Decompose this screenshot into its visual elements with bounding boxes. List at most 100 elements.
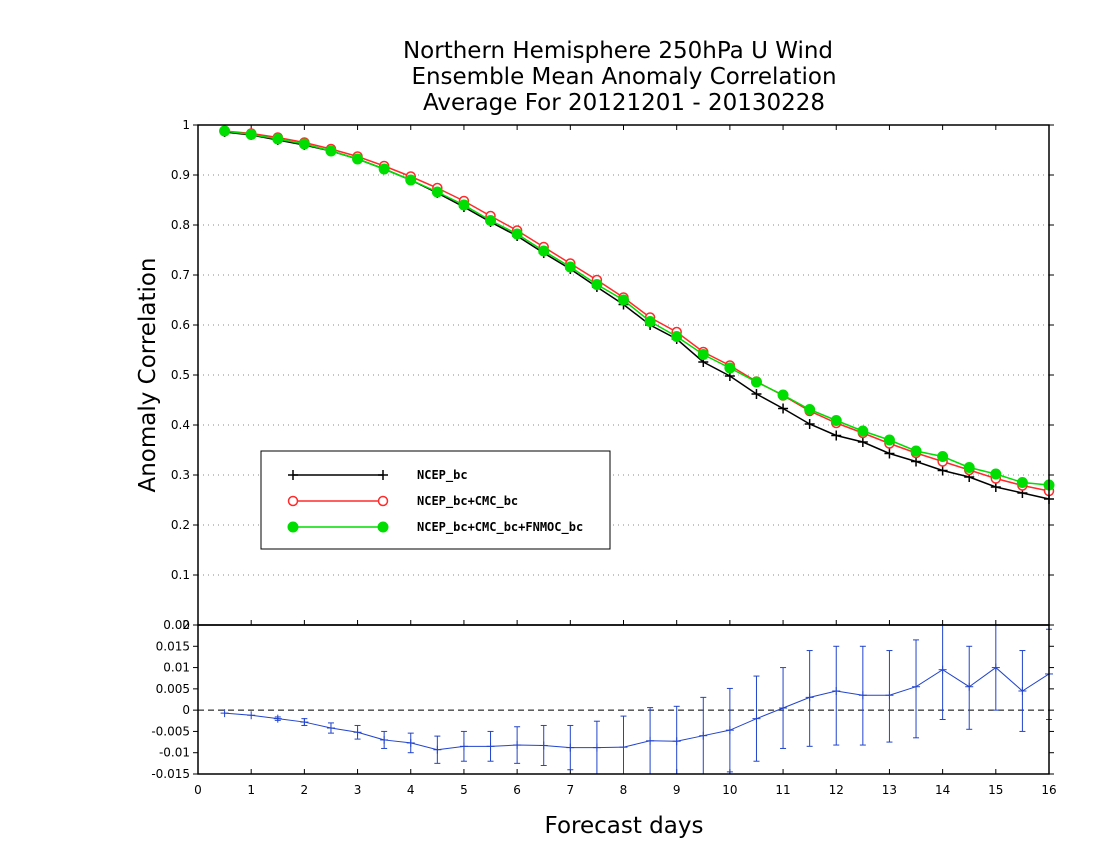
difference-point [779, 704, 788, 713]
upper-plot-series [219, 125, 1055, 504]
data-point-NCEP_bc+CMC_bc+FNMOC_bc [564, 261, 576, 273]
data-point-NCEP_bc [857, 437, 868, 447]
lower-y-tick-label: -0.005 [151, 724, 190, 738]
difference-point [991, 663, 1000, 672]
x-tick-label: 15 [988, 783, 1003, 797]
data-point-NCEP_bc+CMC_bc+FNMOC_bc [591, 279, 603, 290]
upper-y-tick-label: 0 [182, 618, 190, 632]
difference-point [858, 691, 867, 700]
x-tick-label: 9 [673, 783, 681, 797]
legend-marker-end-NCEP_bc [378, 470, 388, 480]
upper-y-tick-label: 1 [182, 118, 190, 132]
data-point-NCEP_bc+CMC_bc+FNMOC_bc [485, 215, 497, 226]
data-point-NCEP_bc+CMC_bc+FNMOC_bc [750, 376, 762, 388]
difference-point [672, 737, 681, 746]
x-tick-label: 7 [566, 783, 574, 797]
difference-point [592, 743, 601, 752]
difference-point [965, 682, 974, 691]
difference-point [353, 728, 362, 737]
data-point-NCEP_bc+CMC_bc+FNMOC_bc [511, 228, 523, 240]
upper-y-tick-label: 0.4 [171, 418, 190, 432]
legend: NCEP_bc NCEP_bc+CMC_bc NCEP_bc+CMC_bc+FNMO… [260, 450, 611, 550]
data-point-NCEP_bc+CMC_bc+FNMOC_bc [990, 468, 1002, 480]
difference-point [805, 693, 814, 702]
difference-line [224, 666, 1050, 751]
x-tick-label: 2 [301, 783, 309, 797]
difference-point [938, 665, 947, 674]
difference-point [912, 682, 921, 691]
x-tick-label: 14 [935, 783, 950, 797]
lower-y-tick-label: -0.01 [159, 746, 190, 760]
chart-title-line-3: Average For 20121201 - 20130228 [423, 90, 825, 116]
data-point-NCEP_bc+CMC_bc+FNMOC_bc [724, 362, 736, 374]
difference-point [566, 743, 575, 752]
upper-y-tick-label: 0.6 [171, 318, 190, 332]
difference-point [380, 735, 389, 744]
difference-point [619, 743, 628, 752]
lower-y-tick-label: 0.01 [163, 661, 190, 675]
data-point-NCEP_bc [937, 465, 948, 476]
difference-point [513, 741, 522, 750]
x-tick-label: 13 [882, 783, 897, 797]
y-axis-title: Anomaly Correlation [135, 257, 161, 492]
difference-point [1018, 686, 1027, 695]
plot-frames [197, 124, 1050, 775]
data-point-NCEP_bc+CMC_bc+FNMOC_bc [245, 129, 257, 140]
data-point-NCEP_bc+CMC_bc+FNMOC_bc [219, 125, 231, 137]
upper-y-tick-label: 0.9 [171, 168, 190, 182]
legend-label-NCEP_bc: NCEP_bc [417, 468, 468, 483]
legend-label-NCEP_bc+CMC_bc: NCEP_bc+CMC_bc [417, 494, 518, 509]
difference-point [885, 691, 894, 700]
legend-marker-end-NCEP_bc+CMC_bc [377, 495, 389, 507]
data-point-NCEP_bc+CMC_bc+FNMOC_bc [937, 451, 949, 462]
data-point-NCEP_bc+CMC_bc+FNMOC_bc [883, 434, 895, 446]
data-point-NCEP_bc+CMC_bc+FNMOC_bc [697, 349, 709, 360]
x-tick-label: 4 [407, 783, 415, 797]
data-point-NCEP_bc+CMC_bc+FNMOC_bc [405, 174, 417, 186]
data-point-NCEP_bc+CMC_bc+FNMOC_bc [644, 316, 656, 327]
x-axis-title: Forecast days [545, 813, 704, 839]
lower-y-tick-label: 0.015 [156, 639, 190, 653]
data-point-NCEP_bc+CMC_bc+FNMOC_bc [272, 133, 284, 145]
data-point-NCEP_bc+CMC_bc+FNMOC_bc [857, 425, 869, 437]
lower-plot-frame [197, 624, 1050, 775]
lower-plot-series [220, 624, 1053, 775]
difference-point [646, 736, 655, 745]
upper-y-tick-label: 0.2 [171, 518, 190, 532]
difference-point [459, 742, 468, 751]
difference-point [699, 731, 708, 740]
data-point-NCEP_bc+CMC_bc+FNMOC_bc [325, 145, 337, 157]
x-tick-label: 12 [829, 783, 844, 797]
data-point-NCEP_bc [831, 430, 842, 441]
legend-marker-start-NCEP_bc [288, 470, 298, 480]
difference-point [752, 714, 761, 723]
axis-ticks: 00.10.20.30.40.50.60.70.80.91-0.015-0.01… [151, 118, 1056, 797]
difference-point [433, 745, 442, 754]
upper-y-tick-label: 0.7 [171, 268, 190, 282]
difference-point [273, 714, 282, 723]
data-point-NCEP_bc+CMC_bc+FNMOC_bc [298, 138, 310, 150]
difference-point [406, 738, 415, 747]
difference-point [539, 741, 548, 750]
data-point-NCEP_bc+CMC_bc+FNMOC_bc [910, 445, 922, 457]
difference-point [247, 711, 256, 720]
data-point-NCEP_bc [804, 419, 815, 429]
difference-point [326, 724, 335, 733]
x-tick-label: 10 [722, 783, 737, 797]
data-point-NCEP_bc+CMC_bc+FNMOC_bc [1016, 477, 1028, 488]
data-point-NCEP_bc+CMC_bc+FNMOC_bc [458, 199, 470, 211]
lower-y-tick-label: -0.015 [151, 767, 190, 781]
data-point-NCEP_bc+CMC_bc+FNMOC_bc [378, 163, 390, 175]
legend-box [260, 450, 611, 550]
data-point-NCEP_bc+CMC_bc+FNMOC_bc [618, 294, 629, 306]
data-point-NCEP_bc+CMC_bc+FNMOC_bc [777, 389, 789, 401]
upper-y-tick-label: 0.8 [171, 218, 190, 232]
data-point-NCEP_bc+CMC_bc+FNMOC_bc [963, 462, 975, 473]
difference-point [486, 742, 495, 751]
upper-y-tick-label: 0.3 [171, 468, 190, 482]
data-point-NCEP_bc+CMC_bc+FNMOC_bc [671, 331, 683, 342]
x-tick-label: 16 [1041, 783, 1056, 797]
x-tick-label: 0 [194, 783, 202, 797]
